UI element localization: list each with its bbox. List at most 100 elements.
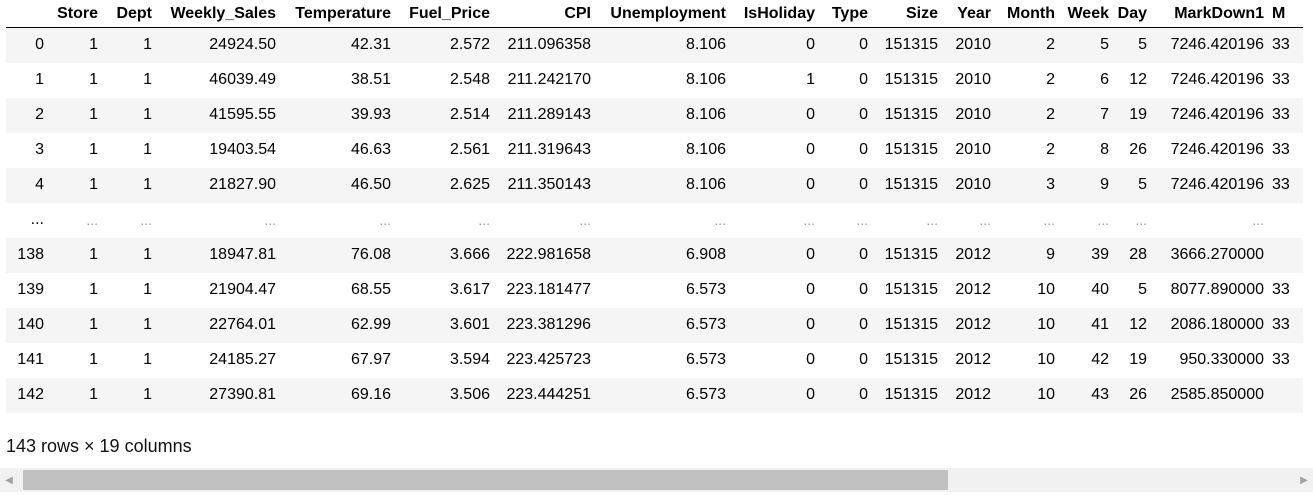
table-row: ........................................… (6, 203, 1303, 238)
table-cell: 7246.420196 (1170, 36, 1264, 54)
column-header: Store (52, 0, 106, 28)
table-cell: 24924.50 (209, 36, 276, 54)
table-cell: 1 (806, 71, 815, 88)
table-cell: 3.666 (449, 246, 490, 263)
table-cell: 21827.90 (209, 176, 276, 193)
table-row: 142 1 1 27390.81 69.16 3.506 223.444251 6.573 0 0… (6, 377, 1303, 413)
column-header: Dept (106, 0, 160, 28)
table-cell: 1 (143, 316, 152, 333)
table-cell: 18947.81 (209, 246, 276, 263)
table-cell (1272, 378, 1303, 413)
table-cell: 1 (143, 141, 152, 158)
table-cell: 1 (89, 386, 98, 403)
table-body: 0 1 1 24924.50 42.31 2.572 211.096358 8.106 0 0 15… (6, 27, 1303, 413)
table-cell: 1 (89, 71, 98, 88)
table-cell: 6.573 (685, 316, 726, 333)
table-cell: 2.625 (449, 176, 490, 193)
table-cell: 222.981658 (506, 246, 591, 263)
table-cell: 223.381296 (506, 316, 591, 333)
table-cell: 0 (859, 176, 868, 193)
scroll-left-arrow-icon[interactable]: ◀ (5, 474, 13, 486)
table-cell: ... (1252, 212, 1264, 228)
scroll-right-arrow-icon[interactable]: ▶ (1300, 474, 1308, 486)
horizontal-scrollbar[interactable]: ◀ ▶ (0, 468, 1313, 492)
table-cell: 9 (1046, 246, 1055, 263)
table-cell: 0 (806, 386, 815, 403)
table-cell: 211.242170 (507, 71, 591, 88)
table-cell: 7246.420196 (1170, 106, 1264, 123)
table-cell: 223.444251 (506, 386, 591, 403)
table-cell: 2010 (955, 36, 991, 54)
table-cell: 6 (1100, 71, 1109, 88)
table-cell: 151315 (884, 71, 938, 88)
column-header: M (1272, 0, 1303, 28)
table-cell: 0 (806, 281, 815, 298)
header-row: Store Dept Weekly_Sales Temperature Fuel_Pri… (6, 0, 1303, 28)
table-cell: 33 (1272, 281, 1290, 298)
table-cell: 6.573 (685, 386, 726, 403)
column-header: IsHoliday (734, 0, 823, 28)
table-cell: 42 (1091, 351, 1109, 368)
table-cell: 19403.54 (209, 141, 276, 158)
table-cell: 2.561 (449, 141, 490, 158)
table-cell: ... (264, 212, 276, 228)
table-cell: 8.106 (685, 176, 726, 193)
table-cell: 2012 (955, 246, 991, 263)
table-cell: 1 (89, 351, 98, 368)
table-row: 141 1 1 24185.27 67.97 3.594 223.425723 6.573 0 0… (6, 343, 1303, 378)
table-cell: 1 (143, 71, 152, 88)
table-row: 0 1 1 24924.50 42.31 2.572 211.096358 8.106 0 0 15… (6, 27, 1303, 63)
table-cell: 2 (1046, 106, 1055, 123)
table-cell: 33 (1272, 316, 1290, 333)
table-cell: ... (579, 212, 591, 228)
table-cell: 1 (89, 316, 98, 333)
row-index: 140 (17, 316, 44, 333)
column-header: CPI (498, 0, 599, 28)
table-cell (1272, 203, 1303, 238)
table-cell: 26 (1129, 386, 1147, 403)
table-cell (1272, 238, 1303, 273)
table-cell: 0 (859, 316, 868, 333)
table-cell: 1 (143, 386, 152, 403)
row-index: 142 (17, 386, 44, 403)
table-cell: 0 (806, 246, 815, 263)
table-cell: 0 (859, 246, 868, 263)
column-header: MarkDown1 (1155, 0, 1272, 28)
table-cell: 33 (1272, 141, 1290, 158)
table-cell: ... (856, 212, 868, 228)
scrollbar-thumb[interactable] (23, 470, 948, 490)
table-cell: 0 (806, 316, 815, 333)
table-cell: 33 (1272, 71, 1290, 88)
table-cell: 0 (859, 106, 868, 123)
table-cell: 2010 (955, 106, 991, 123)
table-cell: 33 (1272, 351, 1290, 368)
table-cell: ... (478, 212, 490, 228)
table-cell: 1 (143, 176, 152, 193)
table-cell: 68.55 (350, 281, 391, 298)
table-cell: 69.16 (350, 386, 391, 403)
table-cell: ... (86, 212, 98, 228)
table-cell: 151315 (884, 141, 938, 158)
table-cell: 1 (143, 36, 152, 54)
table-cell: 950.330000 (1179, 351, 1264, 368)
table-cell: 2 (1046, 141, 1055, 158)
table-cell: 151315 (884, 351, 938, 368)
table-cell: 9 (1100, 176, 1109, 193)
row-index: 3 (35, 141, 44, 158)
table-cell: 211.096358 (507, 36, 591, 54)
table-cell: 33 (1272, 106, 1290, 123)
table-cell: 151315 (884, 36, 938, 54)
dataframe-viewport[interactable]: Store Dept Weekly_Sales Temperature Fuel_Pri… (6, 0, 1303, 420)
table-cell: 8.106 (685, 36, 726, 54)
table-cell: 0 (859, 351, 868, 368)
table-cell: 62.99 (350, 316, 391, 333)
table-cell: ... (1043, 212, 1055, 228)
table-cell: 1 (89, 246, 98, 263)
table-cell: 2.548 (449, 71, 490, 88)
table-cell: 0 (859, 36, 868, 54)
column-header: Year (946, 0, 999, 28)
row-index: 4 (35, 176, 44, 193)
table-cell: 0 (806, 351, 815, 368)
row-index: 141 (17, 351, 44, 368)
